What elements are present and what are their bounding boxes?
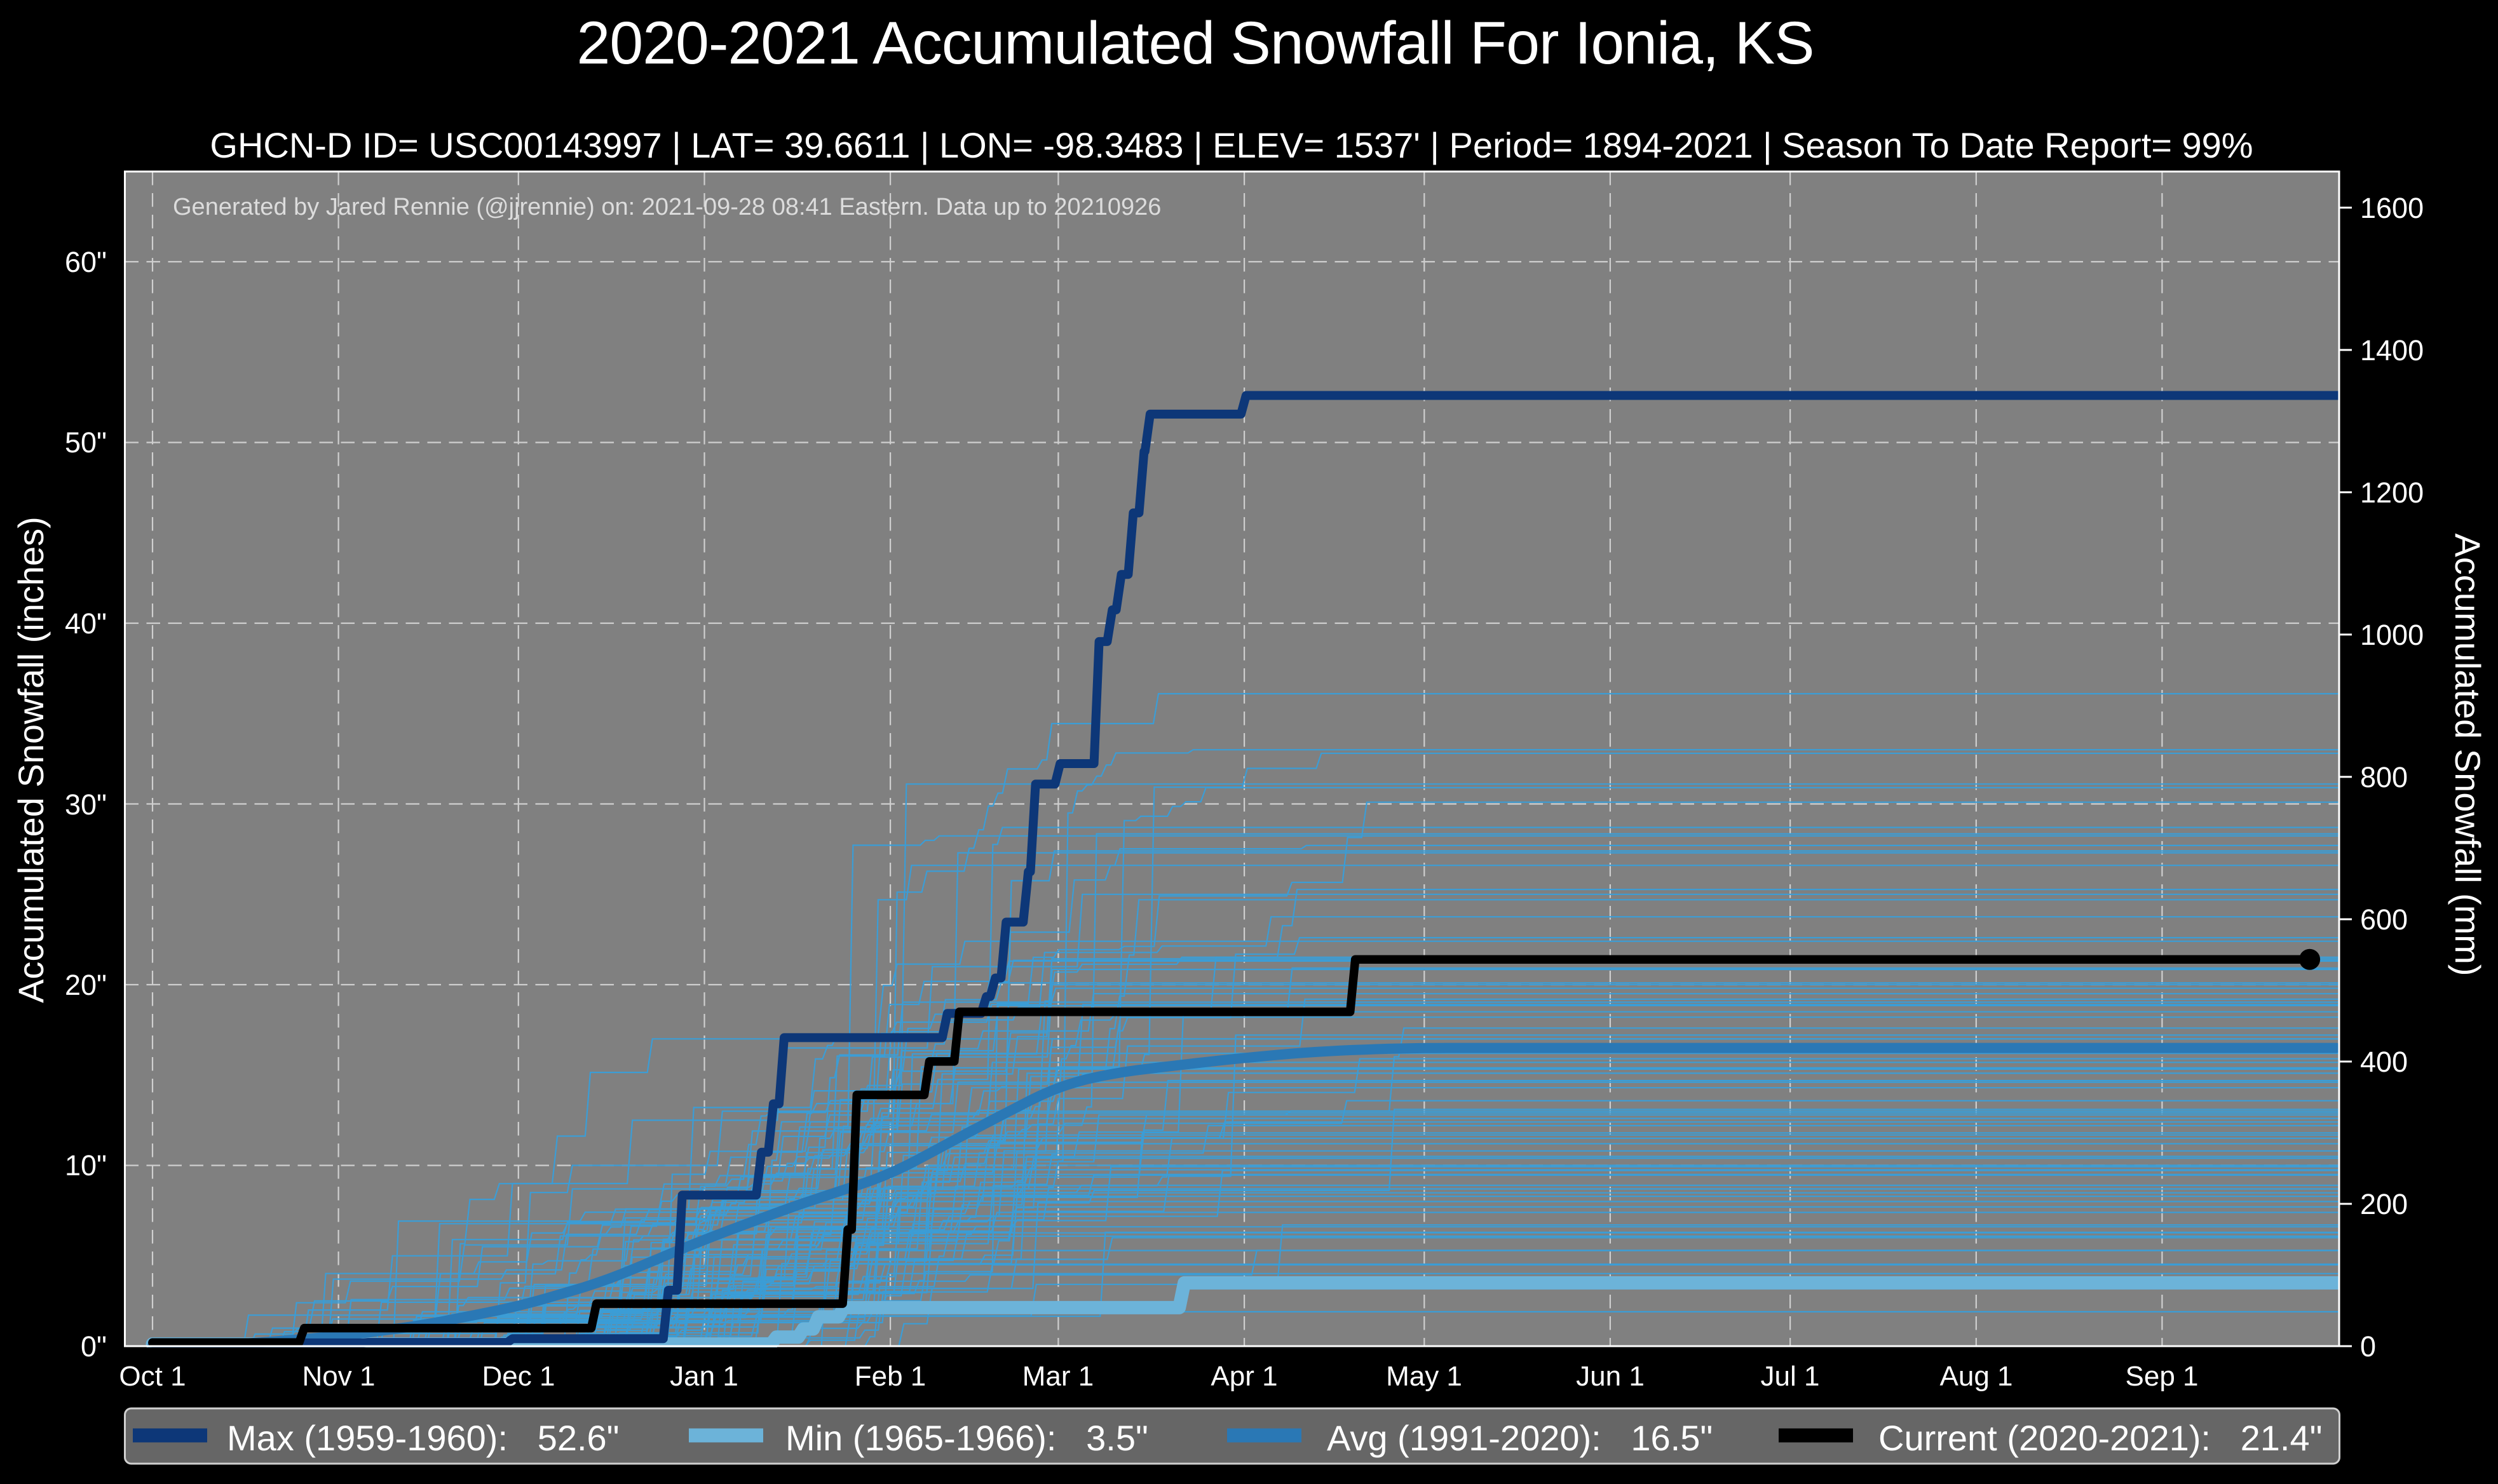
svg-text:400: 400 bbox=[2360, 1046, 2408, 1078]
svg-text:1000: 1000 bbox=[2360, 619, 2424, 651]
svg-text:Avg (1991-2020): 16.5": Avg (1991-2020): 16.5" bbox=[1327, 1418, 1713, 1458]
svg-text:Jul 1: Jul 1 bbox=[1761, 1361, 1820, 1392]
svg-text:Aug 1: Aug 1 bbox=[1940, 1361, 2013, 1392]
svg-text:GHCN-D ID= USC00143997 | LAT=: GHCN-D ID= USC00143997 | LAT= 39.6611 | … bbox=[210, 125, 2253, 165]
svg-text:Sep 1: Sep 1 bbox=[2126, 1361, 2199, 1392]
svg-text:1600: 1600 bbox=[2360, 192, 2424, 224]
svg-text:1400: 1400 bbox=[2360, 334, 2424, 367]
svg-text:60": 60" bbox=[65, 246, 107, 278]
svg-text:2020-2021 Accumulated Snowfall: 2020-2021 Accumulated Snowfall For Ionia… bbox=[577, 10, 1814, 77]
svg-text:Oct 1: Oct 1 bbox=[119, 1361, 186, 1392]
svg-text:0": 0" bbox=[81, 1330, 107, 1363]
svg-text:10": 10" bbox=[65, 1149, 107, 1182]
svg-text:1200: 1200 bbox=[2360, 476, 2424, 509]
svg-text:200: 200 bbox=[2360, 1188, 2408, 1220]
svg-text:Generated by Jared Rennie (@jj: Generated by Jared Rennie (@jjrennie) on… bbox=[173, 194, 1161, 220]
svg-text:Min (1965-1966): 3.5": Min (1965-1966): 3.5" bbox=[785, 1418, 1148, 1458]
svg-text:May 1: May 1 bbox=[1386, 1361, 1462, 1392]
svg-text:Accumulated Snowfall (inches): Accumulated Snowfall (inches) bbox=[11, 516, 51, 1003]
svg-text:Jun 1: Jun 1 bbox=[1576, 1361, 1645, 1392]
svg-text:Apr 1: Apr 1 bbox=[1211, 1361, 1277, 1392]
svg-text:30": 30" bbox=[65, 788, 107, 821]
svg-text:40": 40" bbox=[65, 607, 107, 640]
svg-text:Mar 1: Mar 1 bbox=[1022, 1361, 1094, 1392]
svg-text:800: 800 bbox=[2360, 761, 2408, 793]
svg-text:50": 50" bbox=[65, 426, 107, 459]
svg-text:600: 600 bbox=[2360, 903, 2408, 936]
svg-text:Dec 1: Dec 1 bbox=[482, 1361, 555, 1392]
svg-text:Feb 1: Feb 1 bbox=[855, 1361, 927, 1392]
svg-text:Jan 1: Jan 1 bbox=[670, 1361, 738, 1392]
svg-text:Accumulated Snowfall (mm): Accumulated Snowfall (mm) bbox=[2448, 533, 2488, 976]
svg-text:Max (1959-1960): 52.6": Max (1959-1960): 52.6" bbox=[227, 1418, 620, 1458]
svg-text:Current (2020-2021): 21.4": Current (2020-2021): 21.4" bbox=[1878, 1418, 2323, 1458]
svg-text:20": 20" bbox=[65, 969, 107, 1001]
svg-text:0: 0 bbox=[2360, 1330, 2376, 1363]
svg-text:Nov 1: Nov 1 bbox=[302, 1361, 376, 1392]
